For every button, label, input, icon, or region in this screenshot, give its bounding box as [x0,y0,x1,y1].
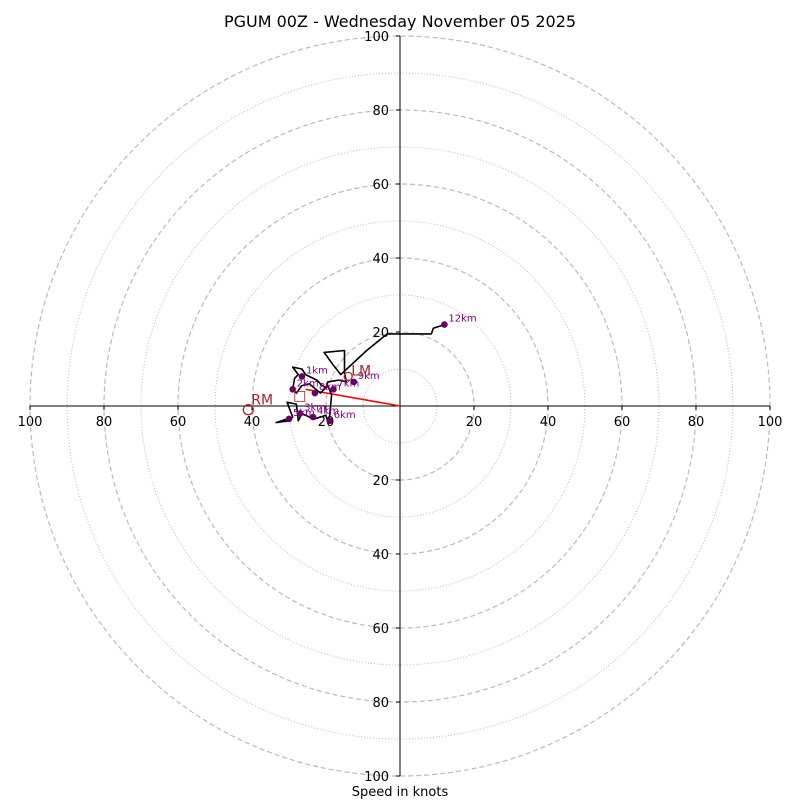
x-tick-label: 100 [758,415,783,430]
y-tick-label: 100 [364,770,389,785]
x-tick-label: 20 [466,415,483,430]
x-tick-label: 40 [244,415,261,430]
height-label-2km: 2km [297,378,319,389]
height-label-7km: 7km [337,378,359,389]
x-axis-label: Speed in knots [352,785,449,800]
lm-marker [343,371,353,382]
height-label-3km: 3km [304,402,326,413]
y-tick-label: 20 [372,474,389,489]
height-label-1km: 1km [306,365,328,376]
height-label-4km: 4km [317,406,339,417]
height-marker-3km [296,410,304,417]
height-marker-4km [309,413,317,421]
chart-title: PGUM 00Z - Wednesday November 05 2025 [224,12,576,31]
height-marker-9km [350,378,358,386]
height-marker-7km [330,386,337,393]
x-tick-label: 80 [96,415,113,430]
y-tick-label: 80 [372,696,389,711]
height-label-9km: 9km [358,371,380,382]
height-marker-1km [298,373,306,380]
height-marker-6km [326,417,334,425]
x-tick-label: 60 [170,415,187,430]
rm-marker [242,404,254,416]
height-label-5km: 5km [293,408,315,419]
height-marker-2km [289,386,297,393]
rm-label: RM [251,393,273,409]
y-tick-label: 20 [372,326,389,341]
x-tick-label: 80 [688,415,705,430]
height-marker-8km [311,389,319,397]
height-marker-12km [441,321,448,328]
y-tick-label: 40 [372,252,389,267]
y-tick-label: 60 [372,622,389,637]
x-tick-label: 60 [614,415,631,430]
height-label-6km: 6km [334,410,356,421]
y-tick-label: 80 [372,104,389,119]
x-tick-label: 40 [540,415,557,430]
y-tick-label: 60 [372,178,389,193]
x-tick-label: 100 [18,415,43,430]
height-label-8km: 8km [319,382,341,393]
mean-wind-marker: □ [293,388,306,404]
height-marker-5km [285,415,293,423]
height-label-12km: 12km [448,314,476,325]
lm-label: LM [351,363,371,379]
y-tick-label: 40 [372,548,389,563]
y-tick-label: 100 [364,30,389,45]
